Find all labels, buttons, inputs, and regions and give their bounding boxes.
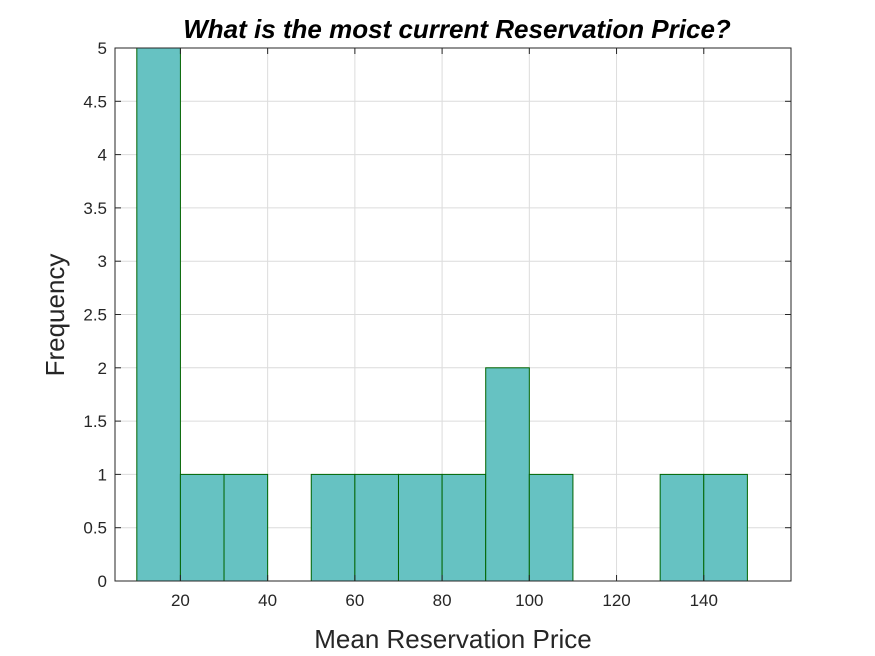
x-tick-label: 20 [171,591,190,610]
chart-title: What is the most current Reservation Pri… [183,14,731,44]
y-tick-label: 2.5 [83,306,107,325]
bars [136,47,748,582]
x-tick-label: 60 [345,591,364,610]
y-tick-label: 4 [98,146,107,165]
x-tick-label: 80 [433,591,452,610]
histogram-bar [223,473,269,582]
x-tick-label: 40 [258,591,277,610]
histogram-bar [136,47,181,582]
x-tick-label: 100 [515,591,543,610]
histogram-bar [528,473,574,582]
y-tick-label: 1 [98,465,107,484]
histogram-bar [354,473,399,582]
histogram-bar [179,473,225,582]
x-tick-label: 140 [690,591,718,610]
ticks: 20 40 60 80 100 120 140 0 0.5 1 1.5 2 2.5 3 3.5 4 4.5 5 [83,39,791,610]
y-tick-label: 5 [98,39,107,58]
y-axis-label: Frequency [40,254,70,377]
y-tick-label: 3.5 [83,199,107,218]
histogram-bar [310,473,356,582]
y-tick-label: 1.5 [83,412,107,431]
histogram-bar [485,367,530,582]
y-tick-label: 2 [98,359,107,378]
y-tick-label: 0 [98,572,107,591]
y-tick-label: 3 [98,252,107,271]
histogram-bar [659,473,705,582]
x-axis-label: Mean Reservation Price [314,624,591,654]
histogram-bar [441,473,487,582]
histogram-bar [703,473,748,582]
y-tick-label: 4.5 [83,92,107,111]
y-tick-label: 0.5 [83,519,107,538]
x-tick-label: 120 [602,591,630,610]
histogram-bar [397,473,443,582]
